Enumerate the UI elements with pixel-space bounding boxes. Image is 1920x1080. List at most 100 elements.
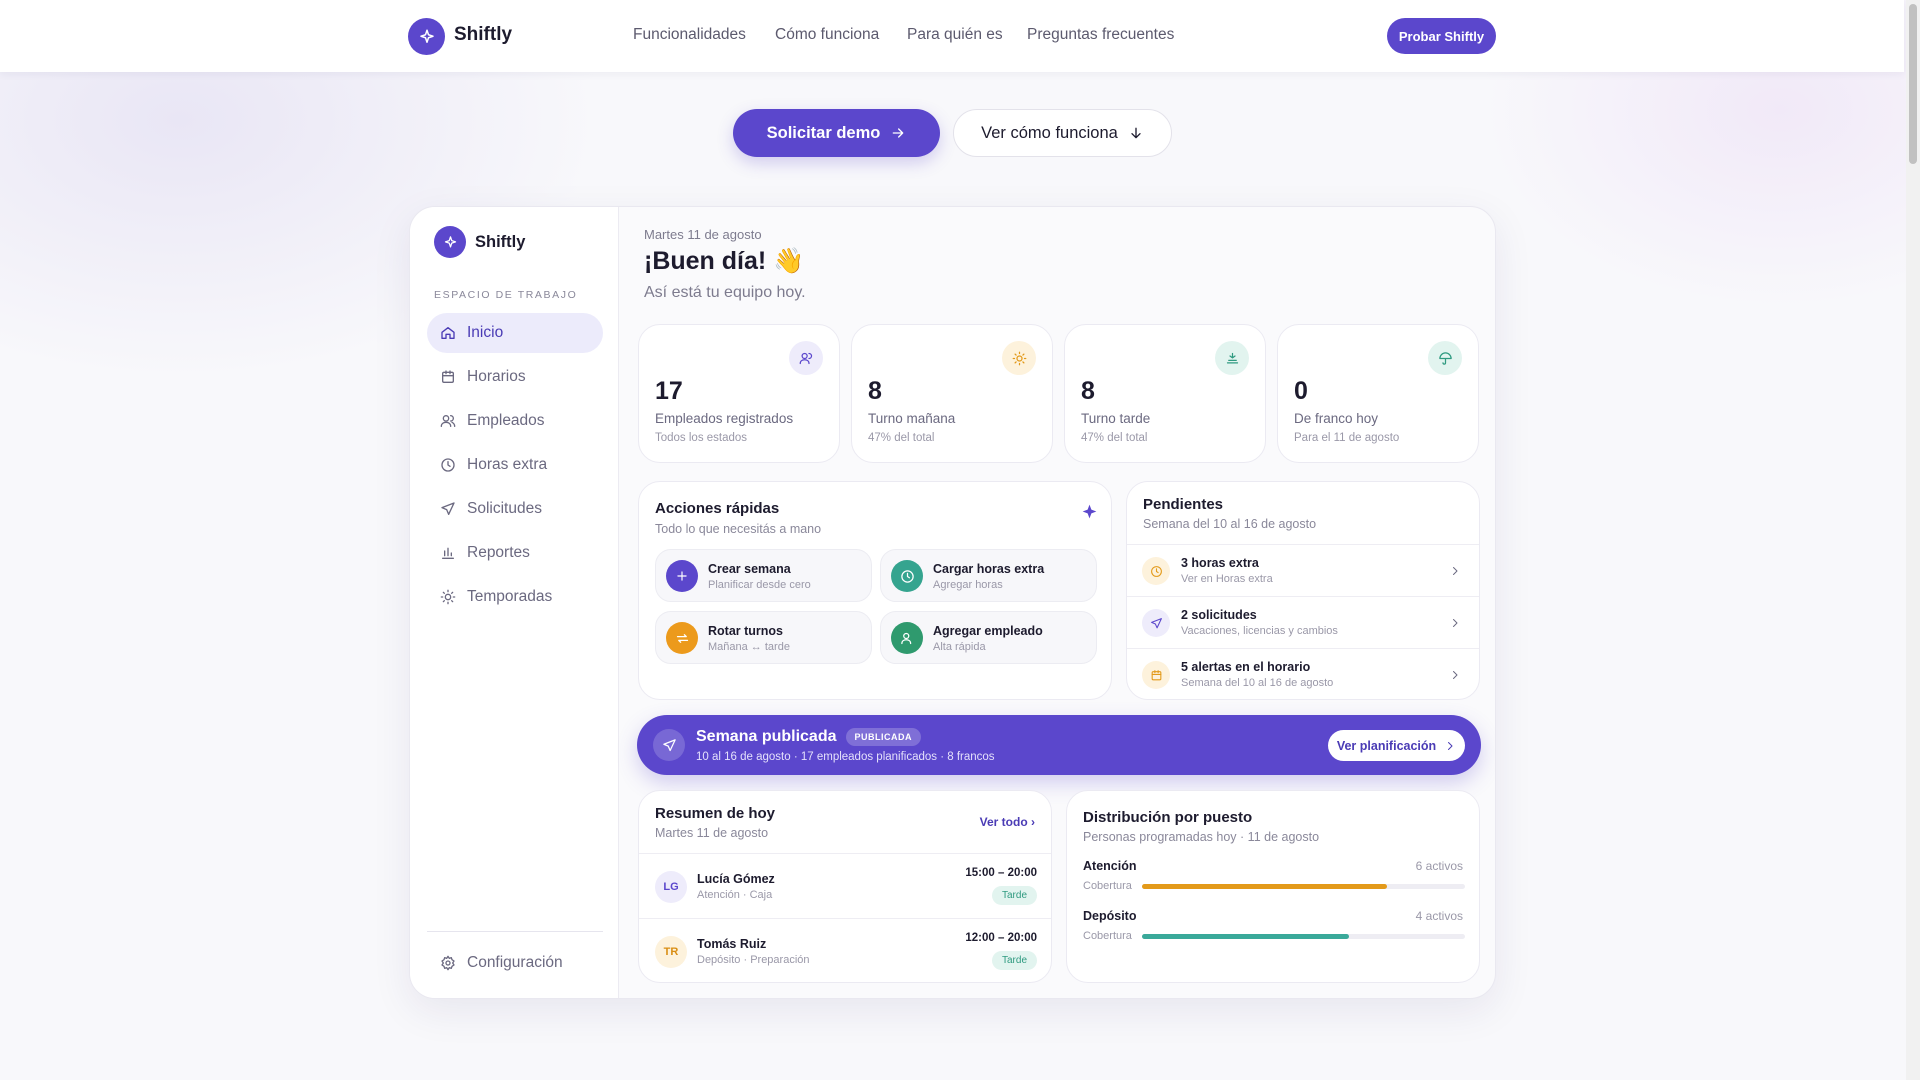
employee-role: Atención · Caja [697,889,773,901]
how-button-label: Ver cómo funciona [981,123,1118,142]
action-icon [666,560,698,592]
banner-button[interactable]: Ver planificación [1328,730,1465,761]
see-all-link[interactable]: Ver todo › [979,815,1035,829]
cta-button[interactable]: Probar Shiftly [1387,18,1496,54]
demo-button[interactable]: Solicitar demo [733,109,940,157]
banner-title: Semana publicada [696,728,837,745]
stat-card: 8 Turno tarde 47% del total [1064,324,1266,463]
stat-value: 8 [1081,377,1095,405]
brand-name[interactable]: Shiftly [454,24,513,45]
card-title: Distribución por puesto [1083,809,1253,826]
sidebar-divider [427,931,603,932]
today-row: TR Tomás Ruiz Depósito · Preparación 12:00 … [639,918,1051,982]
sidebar-section: ESPACIO DE TRABAJO [434,289,578,301]
nav-link[interactable]: Para quién es [907,26,1003,43]
action-title: Agregar empleado [933,624,1043,638]
employee-name: Tomás Ruiz [697,937,767,951]
stat-note: Para el 11 de agosto [1294,432,1400,444]
sidebar-item-label: Inicio [467,324,504,341]
sidebar-item[interactable]: Horarios [427,357,603,397]
card-title: Resumen de hoy [655,805,776,822]
stat-label: Empleados registrados [655,411,794,426]
sidebar-item-label: Horarios [467,368,526,385]
sidebar-item-label: Solicitudes [467,500,542,517]
action-subtitle: Alta rápida [933,641,986,653]
coverage-bar [1142,934,1349,939]
shift-time: 15:00 – 20:00 [965,867,1037,879]
shift-time: 12:00 – 20:00 [965,932,1037,944]
sidebar-item[interactable]: Inicio [427,313,603,353]
greeting-subtitle: Así está tu equipo hoy. [644,284,806,301]
scrollbar-thumb[interactable] [1909,4,1917,164]
top-nav: Shiftly Funcionalidades Cómo funciona Pa… [0,0,1904,72]
distribution-card: Distribución por puesto Personas program… [1066,790,1480,983]
stat-card: 0 De franco hoy Para el 11 de agosto [1277,324,1479,463]
sidebar-item[interactable]: Reportes [427,533,603,573]
banner-icon [653,729,685,761]
employee-role: Depósito · Preparación [697,954,810,966]
coverage-label: Cobertura [1083,880,1132,892]
role-name: Atención [1083,859,1137,873]
greeting-date: Martes 11 de agosto [644,227,762,242]
sidebar-item[interactable]: Temporadas [427,577,603,617]
action-subtitle: Mañana ↔ tarde [708,641,790,653]
stat-value: 17 [655,377,683,405]
pending-icon [1142,557,1170,585]
pending-icon [1142,609,1170,637]
pending-row[interactable]: 3 horas extra Ver en Horas extra [1127,544,1479,596]
app-preview: Shiftly ESPACIO DE TRABAJO Inicio Horari… [409,206,1496,999]
employee-name: Lucía Gómez [697,872,775,886]
role-name: Depósito [1083,909,1137,923]
pending-title: 5 alertas en el horario [1181,660,1311,674]
settings-item[interactable]: Configuración [427,943,603,983]
scrollbar [1906,0,1920,1080]
card-title: Acciones rápidas [655,500,780,517]
sidebar-item-label: Temporadas [467,588,553,605]
published-banner: Semana publicada PUBLICADA 10 al 16 de ag… [637,715,1481,775]
demo-button-label: Solicitar demo [766,123,881,142]
chevron [1449,564,1461,582]
card-subtitle: Personas programadas hoy · 11 de agosto [1083,830,1320,844]
pending-subtitle: Ver en Horas extra [1181,573,1273,585]
sidebar-brand: Shiftly [475,233,526,251]
shift-badge: Tarde [991,886,1037,905]
stat-card: 17 Empleados registrados Todos los estados [638,324,840,463]
quick-action[interactable]: Cargar horas extra Agregar horas [880,549,1097,602]
sidebar-item-label: Horas extra [467,456,548,473]
banner-heading: Semana publicada PUBLICADA [696,728,921,746]
stat-label: Turno tarde [1081,411,1151,426]
quick-action[interactable]: Rotar turnos Mañana ↔ tarde [655,611,872,664]
quick-action[interactable]: Agregar empleado Alta rápida [880,611,1097,664]
quick-action[interactable]: Crear semana Planificar desde cero [655,549,872,602]
pending-row[interactable]: 2 solicitudes Vacaciones, licencias y cam… [1127,596,1479,648]
card-title: Pendientes [1143,496,1224,513]
pending-card: Pendientes Semana del 10 al 16 de agosto… [1126,481,1480,700]
avatar: LG [655,871,687,903]
today-card: Resumen de hoy Martes 11 de agosto Ver t… [638,790,1052,983]
nav-link[interactable]: Preguntas frecuentes [1027,26,1175,43]
card-subtitle: Semana del 10 al 16 de agosto [1143,517,1317,531]
sidebar-item[interactable]: Solicitudes [427,489,603,529]
sidebar-item-label: Reportes [467,544,530,561]
nav-link[interactable]: Funcionalidades [633,26,746,43]
sparkle-icon [1082,504,1097,519]
quick-actions-card: Acciones rápidas Todo lo que necesitás a… [638,481,1112,700]
action-icon [891,622,923,654]
chevron [1449,616,1461,634]
today-row: LG Lucía Gómez Atención · Caja 15:00 – 20:0… [639,853,1051,918]
how-button[interactable]: Ver cómo funciona [953,109,1172,157]
stat-label: Turno mañana [868,411,956,426]
sidebar: Shiftly ESPACIO DE TRABAJO Inicio Horari… [410,207,619,998]
brand-logo[interactable] [408,18,445,55]
action-title: Crear semana [708,562,791,576]
pending-icon [1142,661,1170,689]
sidebar-item[interactable]: Empleados [427,401,603,441]
settings-label: Configuración [467,954,563,971]
pending-row[interactable]: 5 alertas en el horario Semana del 10 al … [1127,648,1479,699]
sidebar-item[interactable]: Horas extra [427,445,603,485]
chevron [1449,668,1461,686]
pending-subtitle: Vacaciones, licencias y cambios [1181,625,1338,637]
nav-link[interactable]: Cómo funciona [775,26,880,43]
